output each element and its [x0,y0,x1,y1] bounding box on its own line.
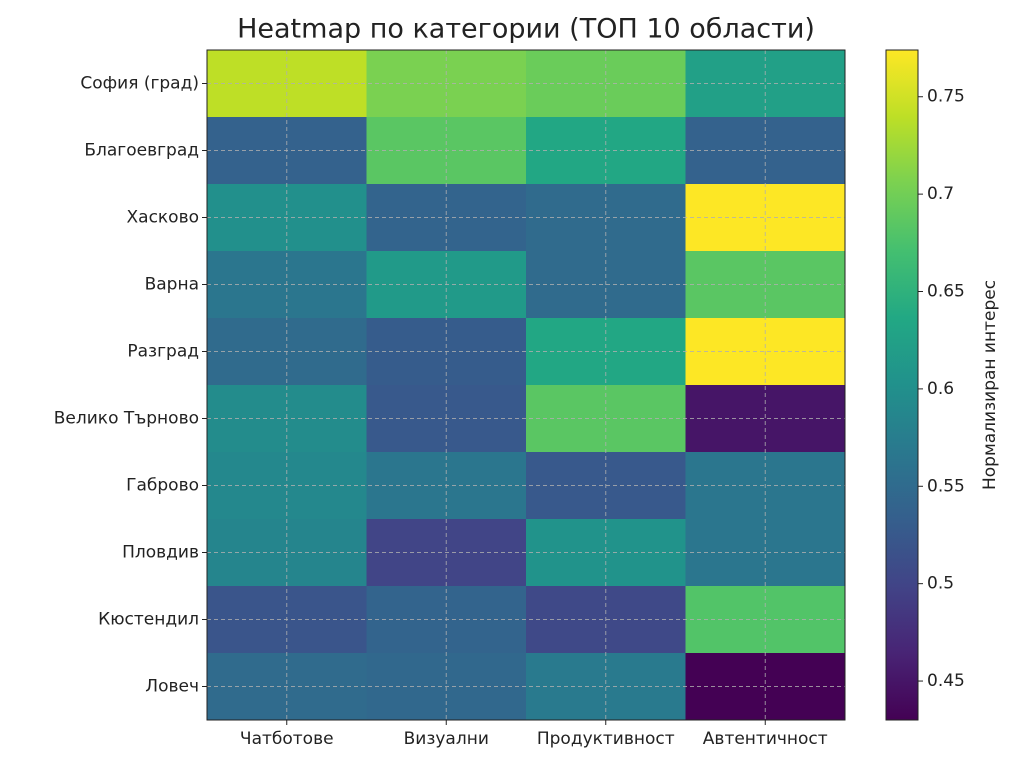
x-tick-label: Автентичност [703,729,828,749]
y-tick-label: Кюстендил [98,610,199,630]
y-tick-label: Варна [145,275,199,295]
x-tick-label: Чатботове [240,729,334,749]
colorbar-tick-label: 0.75 [927,87,965,107]
colorbar-tick-label: 0.5 [927,574,954,594]
colorbar-tick-label: 0.65 [927,282,965,302]
y-tick-label: Разград [127,342,199,362]
y-tick-label: Ловеч [145,677,199,697]
y-tick-label: София (град) [80,74,199,94]
colorbar-tick-label: 0.6 [927,379,954,399]
plot-frame [206,49,846,721]
colorbar-label: Нормализиран интерес [980,280,1000,490]
colorbar-tick-label: 0.45 [927,671,965,691]
y-tick-label: Благоевград [84,141,199,161]
colorbar [885,49,919,721]
y-tick-label: Пловдив [122,543,199,563]
y-tick-label: Габрово [126,476,199,496]
x-tick-label: Продуктивност [537,729,675,749]
y-tick-label: Велико Търново [54,409,199,429]
colorbar-tick-label: 0.55 [927,476,965,496]
colorbar-tick-label: 0.7 [927,184,954,204]
chart-title: Heatmap по категории (ТОП 10 области) [237,14,815,45]
x-tick-label: Визуални [404,729,489,749]
y-tick-label: Хасково [127,208,200,228]
